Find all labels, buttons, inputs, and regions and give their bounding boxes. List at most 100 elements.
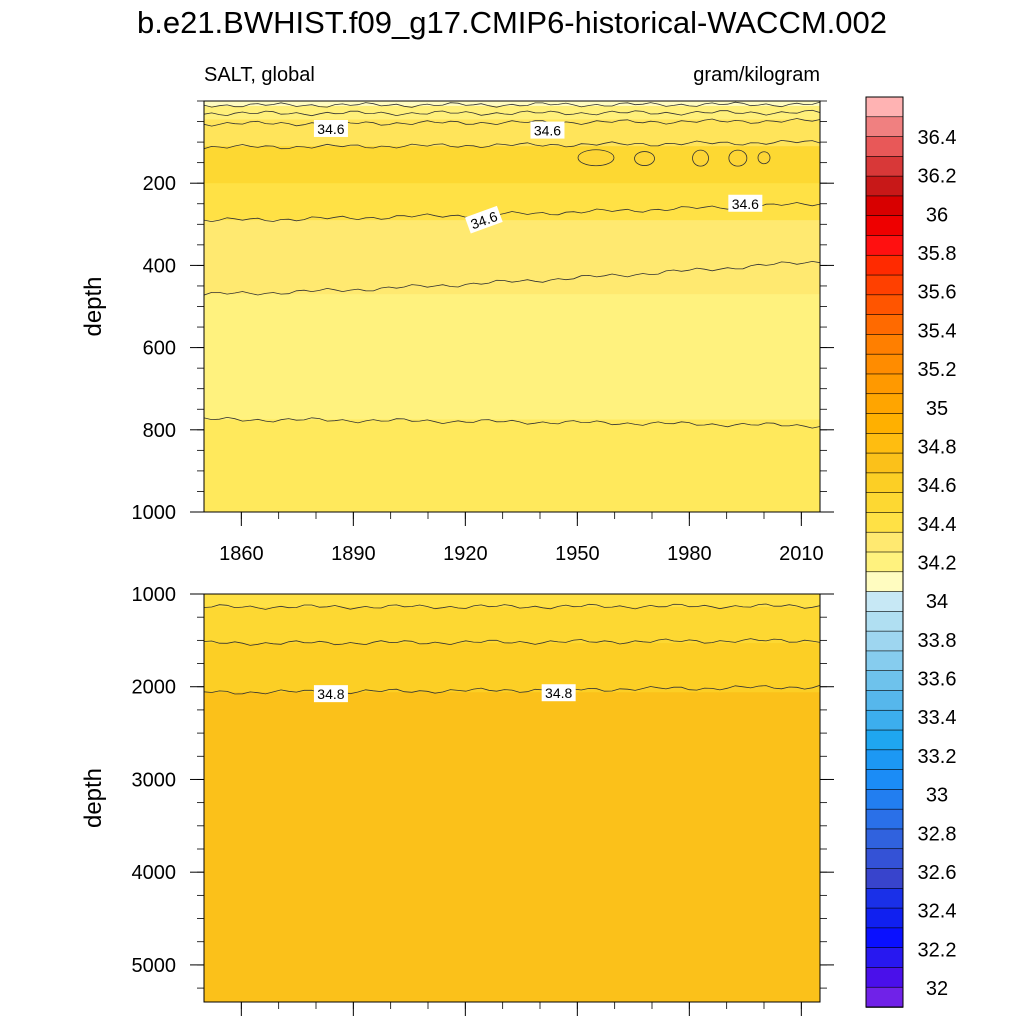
fill-band [204, 594, 820, 608]
contour-label-box [728, 194, 763, 212]
colorbar-label: 34.8 [918, 436, 957, 458]
colorbar-segment [865, 413, 904, 435]
colorbar-segment [865, 709, 904, 731]
colorbar-segment [865, 848, 904, 870]
contour-label: 34.6 [530, 121, 565, 139]
colorbar-segment [865, 927, 904, 949]
contour-line [204, 684, 820, 695]
colorbar-segment [865, 947, 904, 969]
figure-title: b.e21.BWHIST.f09_g17.CMIP6-historical-WA… [137, 5, 887, 40]
y-tick-label: 5000 [132, 955, 177, 977]
colorbar-label: 33.2 [918, 746, 957, 768]
contour-label-text: 34.6 [732, 196, 759, 212]
colorbar-segment [865, 274, 904, 296]
y-tick-label: 2000 [132, 677, 177, 699]
colorbar-label: 34 [926, 591, 948, 613]
colorbar-segment [865, 195, 904, 217]
x-tick-label: 1980 [667, 543, 712, 565]
colorbar-segment [865, 393, 904, 415]
contour-label-box [541, 684, 576, 702]
colorbar-label: 32 [926, 978, 948, 1000]
colorbar-label: 36 [926, 204, 948, 226]
colorbar-label: 33.4 [918, 707, 957, 729]
colorbar-segment [865, 571, 904, 593]
y-tick-label: 600 [143, 338, 176, 360]
fill-band [204, 294, 820, 421]
x-tick-label: 1890 [331, 543, 376, 565]
colorbar-segment [865, 215, 904, 237]
colorbar-label: 34.6 [918, 475, 957, 497]
colorbar-label: 32.2 [918, 939, 957, 961]
colorbar-segment [865, 749, 904, 771]
colorbar-segment [865, 769, 904, 791]
fill-band [204, 119, 820, 148]
colorbar-segment [865, 650, 904, 672]
colorbar-segment [865, 670, 904, 692]
colorbar-segment [865, 868, 904, 890]
fill-band [204, 146, 820, 185]
colorbar-label: 35.4 [918, 320, 957, 342]
colorbar-segment [865, 452, 904, 474]
colorbar-segment [865, 136, 904, 158]
colorbar-segment [865, 611, 904, 632]
colorbar-segment [865, 373, 904, 395]
colorbar-label: 32.8 [918, 823, 957, 845]
fill-band [204, 692, 820, 1002]
y-tick-label: 200 [143, 173, 176, 195]
contour-label-box [313, 119, 348, 137]
contour-line [204, 416, 820, 429]
colorbar-segment [865, 353, 904, 375]
contour-label-box [313, 685, 348, 703]
colorbar-label: 34.4 [918, 514, 957, 536]
y-axis-label: depth [80, 276, 107, 336]
colorbar-label: 36.2 [918, 166, 957, 188]
colorbar-label: 32.6 [918, 862, 957, 884]
colorbar-segment [865, 492, 904, 514]
x-tick-label: 1920 [443, 543, 488, 565]
colorbar-segment [865, 630, 904, 652]
colorbar-label: 33.6 [918, 669, 957, 691]
colorbar-segment [865, 294, 904, 316]
colorbar-label: 35.2 [918, 359, 957, 381]
contour-label: 34.6 [313, 119, 348, 137]
fill-band [204, 105, 820, 121]
colorbar-segment [865, 591, 904, 613]
colorbar-label: 36.4 [918, 127, 957, 149]
colorbar-segment [865, 314, 904, 336]
colorbar-segment [865, 175, 904, 197]
contour-label: 34.8 [541, 684, 576, 702]
colorbar-segment [865, 531, 904, 553]
contour-line [204, 202, 820, 223]
y-tick-label: 1000 [132, 502, 177, 524]
fill-band [204, 183, 820, 222]
contour-line [204, 109, 820, 117]
colorbar: 36.4 36.2 36 35.8 35.6 35.4 35.2 35 34.8 34.6 34.4… [865, 96, 957, 1008]
variable-label: SALT, global [204, 64, 315, 86]
colorbar-label: 32.4 [918, 901, 957, 923]
contour-label-text: 34.8 [317, 686, 344, 702]
plot-area: 34.6 34.634.634.6 [204, 101, 820, 512]
colorbar-segment [865, 888, 904, 909]
y-tick-label: 3000 [132, 769, 177, 791]
colorbar-segment [865, 472, 904, 494]
contour-loop [577, 149, 615, 167]
colorbar-label: 35 [926, 398, 948, 420]
plot-area: 34.8 34.8 [204, 594, 820, 1002]
contour-label-box [464, 205, 503, 234]
colorbar-label: 34.2 [918, 553, 957, 575]
plot-frame [203, 593, 821, 1003]
y-tick-label: 400 [143, 255, 176, 277]
contour-line [204, 603, 820, 610]
colorbar-segment [865, 551, 904, 573]
contour-line [204, 139, 820, 150]
colorbar-segment [865, 789, 904, 810]
contour-label-text: 34.6 [534, 123, 561, 139]
fill-band [204, 220, 820, 296]
colorbar-segment [865, 986, 904, 1008]
contour-loop [692, 149, 709, 167]
contour-label: 34.6 [728, 194, 763, 212]
y-tick-label: 4000 [132, 862, 177, 884]
contour-loop [634, 151, 655, 166]
